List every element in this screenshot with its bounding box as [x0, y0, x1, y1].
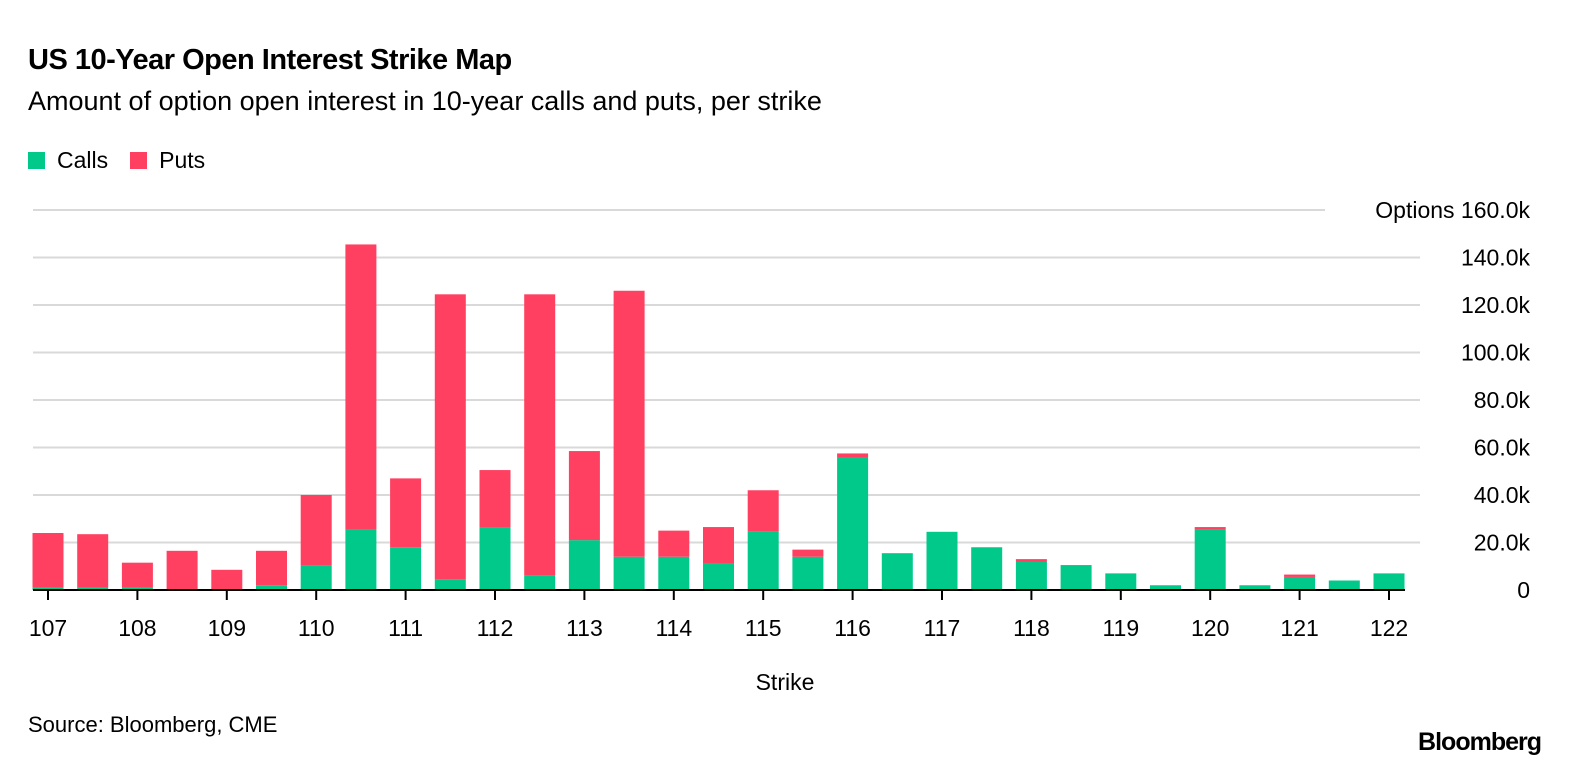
bar-calls: [1150, 585, 1181, 590]
bar-calls: [256, 585, 287, 590]
bar-puts: [568, 451, 600, 541]
y-tick-label: 20.0k: [1474, 530, 1531, 556]
bar-calls: [881, 553, 913, 590]
bar-calls: [792, 556, 824, 590]
x-tick-label: 108: [118, 615, 156, 641]
chart-title: US 10-Year Open Interest Strike Map: [28, 44, 512, 76]
bar-puts: [77, 534, 109, 588]
x-tick-label: 118: [1013, 615, 1050, 641]
bar-calls: [926, 531, 958, 590]
bar-calls: [1239, 585, 1271, 590]
legend-item-puts: Puts: [130, 147, 205, 174]
x-tick-label: 110: [298, 615, 335, 641]
bar-calls: [300, 565, 332, 590]
x-tick-label: 116: [834, 615, 871, 641]
bar-puts: [792, 549, 824, 557]
bar-puts: [747, 490, 779, 532]
bar-puts: [390, 478, 422, 548]
y-tick-label: 80.0k: [1474, 387, 1531, 413]
bar-calls: [747, 531, 779, 590]
bar-calls: [837, 457, 869, 590]
legend-swatch-puts: [130, 152, 148, 169]
x-tick-label: 112: [477, 615, 514, 641]
y-tick-label: 120.0k: [1461, 292, 1531, 318]
bar-calls: [568, 540, 600, 590]
bar-calls: [345, 529, 377, 590]
y-tick-label: 0: [1517, 577, 1530, 603]
bar-calls: [1194, 529, 1226, 590]
x-tick-label: 115: [745, 615, 782, 641]
bar-calls: [703, 563, 734, 590]
x-tick-label: 119: [1102, 615, 1139, 641]
bar-puts: [1015, 559, 1047, 562]
legend: Calls Puts: [28, 147, 227, 174]
bar-calls: [658, 556, 690, 590]
y-tick-label: 60.0k: [1474, 435, 1531, 461]
x-tick-label: 120: [1191, 615, 1229, 641]
bar-puts: [658, 530, 690, 557]
bar-calls: [1060, 565, 1092, 590]
bar-calls: [971, 547, 1003, 590]
legend-swatch-calls: [28, 152, 45, 169]
bar-puts: [613, 290, 645, 557]
legend-label-calls: Calls: [57, 147, 109, 173]
bar-puts: [1284, 574, 1316, 577]
x-tick-label: 109: [208, 615, 246, 641]
bar-calls: [613, 556, 645, 590]
bar-calls: [1284, 576, 1316, 590]
bar-calls: [1373, 573, 1405, 590]
bar-calls: [32, 587, 64, 590]
bar-puts: [32, 533, 64, 588]
bar-calls: [524, 575, 556, 590]
x-axis-label: Strike: [756, 669, 815, 695]
bar-calls: [390, 547, 422, 590]
bar-calls: [434, 579, 466, 590]
bar-puts: [345, 244, 377, 530]
bloomberg-logo: Bloomberg: [1418, 728, 1542, 756]
x-tick-label: 113: [566, 615, 603, 641]
bar-calls: [1105, 573, 1137, 590]
bar-puts: [121, 562, 153, 588]
x-tick-label: 114: [655, 615, 692, 641]
bar-calls: [479, 527, 511, 590]
bar-puts: [211, 569, 243, 590]
y-tick-label: 100.0k: [1461, 340, 1531, 366]
bar-puts: [434, 294, 466, 580]
bar-puts: [300, 495, 332, 566]
bar-puts: [1194, 527, 1226, 530]
legend-item-calls: Calls: [28, 147, 108, 174]
y-tick-label: 40.0k: [1474, 482, 1531, 508]
x-tick-label: 107: [29, 615, 67, 641]
bar-puts: [256, 550, 287, 586]
bar-calls: [1015, 561, 1047, 590]
bar-puts: [703, 527, 734, 564]
bar-calls: [121, 587, 153, 590]
bar-puts: [837, 453, 869, 457]
legend-label-puts: Puts: [159, 147, 206, 173]
chart-subtitle: Amount of option open interest in 10-yea…: [28, 86, 822, 116]
y-tick-label: Options 160.0k: [1375, 197, 1530, 223]
x-tick-label: 122: [1370, 615, 1408, 641]
x-tick-label: 121: [1280, 615, 1318, 641]
bar-puts: [166, 550, 198, 590]
bar-calls: [1328, 580, 1360, 590]
x-tick-label: 117: [924, 615, 961, 641]
bar-calls: [77, 587, 109, 590]
source-note: Source: Bloomberg, CME: [28, 712, 278, 737]
x-tick-label: 111: [388, 615, 423, 641]
bar-puts: [479, 470, 511, 528]
bar-puts: [524, 294, 556, 576]
y-tick-label: 140.0k: [1461, 245, 1531, 271]
